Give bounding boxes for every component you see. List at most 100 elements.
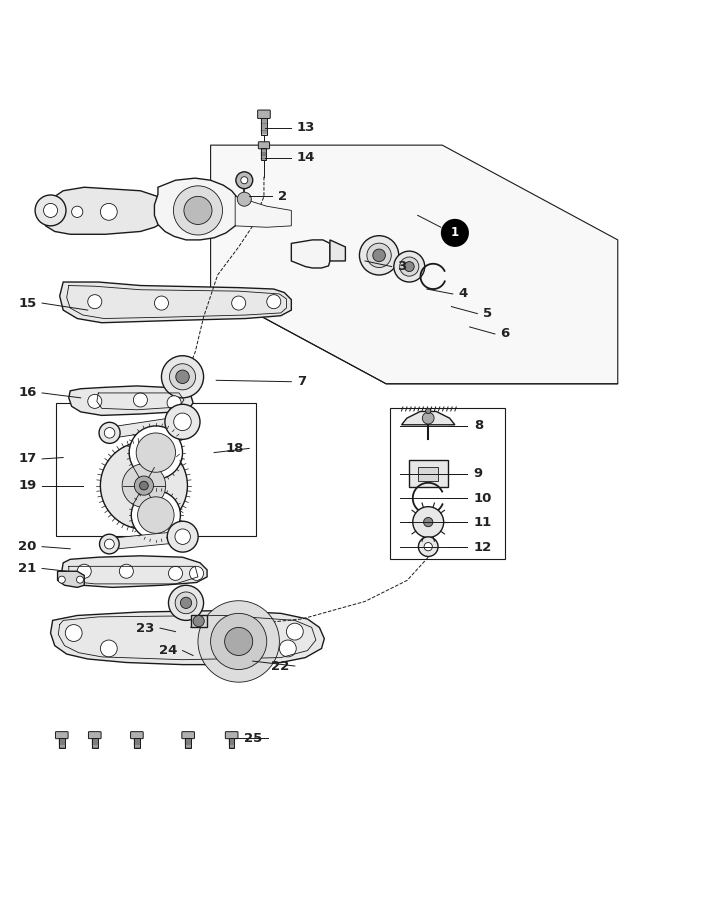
- Polygon shape: [154, 178, 242, 240]
- Polygon shape: [229, 738, 234, 749]
- Circle shape: [133, 393, 147, 407]
- Polygon shape: [191, 615, 207, 627]
- Circle shape: [184, 196, 212, 224]
- Polygon shape: [418, 467, 438, 480]
- Text: 3: 3: [397, 260, 406, 273]
- Circle shape: [161, 356, 204, 398]
- Circle shape: [173, 186, 223, 235]
- FancyBboxPatch shape: [131, 732, 143, 739]
- Polygon shape: [60, 282, 291, 323]
- Circle shape: [88, 395, 102, 408]
- Polygon shape: [134, 738, 140, 749]
- Circle shape: [136, 433, 176, 472]
- Polygon shape: [44, 187, 168, 234]
- Circle shape: [167, 522, 198, 552]
- Text: 21: 21: [18, 562, 37, 575]
- Polygon shape: [62, 556, 207, 587]
- Text: 7: 7: [297, 375, 306, 388]
- Circle shape: [359, 236, 399, 275]
- Circle shape: [100, 442, 187, 529]
- Text: 15: 15: [18, 296, 37, 310]
- Polygon shape: [211, 145, 618, 384]
- Circle shape: [167, 396, 181, 410]
- Circle shape: [198, 601, 279, 682]
- Circle shape: [134, 476, 154, 496]
- Text: 22: 22: [271, 660, 289, 672]
- Circle shape: [423, 413, 434, 424]
- Circle shape: [99, 423, 120, 443]
- Circle shape: [105, 428, 115, 438]
- Text: 1: 1: [451, 226, 459, 240]
- Text: 12: 12: [474, 541, 492, 554]
- Circle shape: [131, 490, 180, 540]
- Circle shape: [193, 615, 204, 627]
- Circle shape: [232, 296, 246, 310]
- Circle shape: [373, 249, 385, 261]
- Circle shape: [367, 243, 391, 268]
- Circle shape: [168, 567, 183, 580]
- Text: 18: 18: [225, 441, 244, 455]
- Circle shape: [138, 496, 174, 533]
- Circle shape: [165, 405, 200, 440]
- Circle shape: [399, 257, 419, 276]
- Polygon shape: [235, 196, 291, 227]
- Polygon shape: [409, 460, 448, 487]
- Text: 16: 16: [18, 387, 37, 399]
- Polygon shape: [261, 148, 266, 159]
- Circle shape: [77, 564, 91, 578]
- Circle shape: [173, 413, 191, 431]
- Polygon shape: [330, 240, 345, 261]
- Circle shape: [241, 177, 248, 184]
- Text: 20: 20: [18, 541, 37, 553]
- Text: 10: 10: [474, 492, 492, 505]
- Polygon shape: [261, 118, 267, 134]
- Text: 4: 4: [458, 287, 468, 300]
- Polygon shape: [109, 416, 183, 439]
- Circle shape: [72, 206, 83, 217]
- Circle shape: [35, 195, 66, 226]
- Polygon shape: [69, 386, 193, 415]
- Circle shape: [58, 576, 65, 583]
- Circle shape: [169, 364, 196, 390]
- Polygon shape: [59, 738, 65, 749]
- Circle shape: [225, 627, 253, 656]
- Text: 13: 13: [297, 121, 315, 134]
- Circle shape: [418, 537, 438, 557]
- Circle shape: [105, 539, 114, 549]
- FancyBboxPatch shape: [258, 110, 270, 118]
- FancyBboxPatch shape: [55, 732, 68, 739]
- Circle shape: [129, 426, 183, 479]
- Circle shape: [122, 464, 166, 507]
- Circle shape: [211, 614, 267, 669]
- Circle shape: [100, 204, 117, 220]
- Circle shape: [286, 623, 303, 640]
- Circle shape: [423, 517, 433, 527]
- Circle shape: [154, 296, 168, 310]
- Circle shape: [425, 408, 431, 414]
- Circle shape: [100, 640, 117, 657]
- FancyBboxPatch shape: [182, 732, 194, 739]
- FancyBboxPatch shape: [258, 141, 270, 149]
- Polygon shape: [402, 412, 455, 424]
- Text: 11: 11: [474, 515, 492, 529]
- Circle shape: [413, 506, 444, 538]
- Circle shape: [175, 592, 197, 614]
- Circle shape: [119, 564, 133, 578]
- Circle shape: [77, 576, 84, 583]
- Circle shape: [190, 567, 204, 580]
- Circle shape: [175, 529, 190, 544]
- Circle shape: [404, 261, 414, 271]
- Circle shape: [140, 481, 148, 490]
- Circle shape: [168, 586, 204, 621]
- Circle shape: [180, 597, 192, 608]
- Text: 9: 9: [474, 467, 483, 480]
- Circle shape: [100, 534, 119, 554]
- Text: 5: 5: [483, 307, 492, 320]
- Polygon shape: [92, 738, 98, 749]
- Circle shape: [267, 295, 281, 309]
- Text: 23: 23: [136, 622, 154, 634]
- Polygon shape: [51, 611, 324, 665]
- Polygon shape: [58, 571, 84, 587]
- Circle shape: [279, 640, 296, 657]
- Text: 25: 25: [244, 732, 263, 745]
